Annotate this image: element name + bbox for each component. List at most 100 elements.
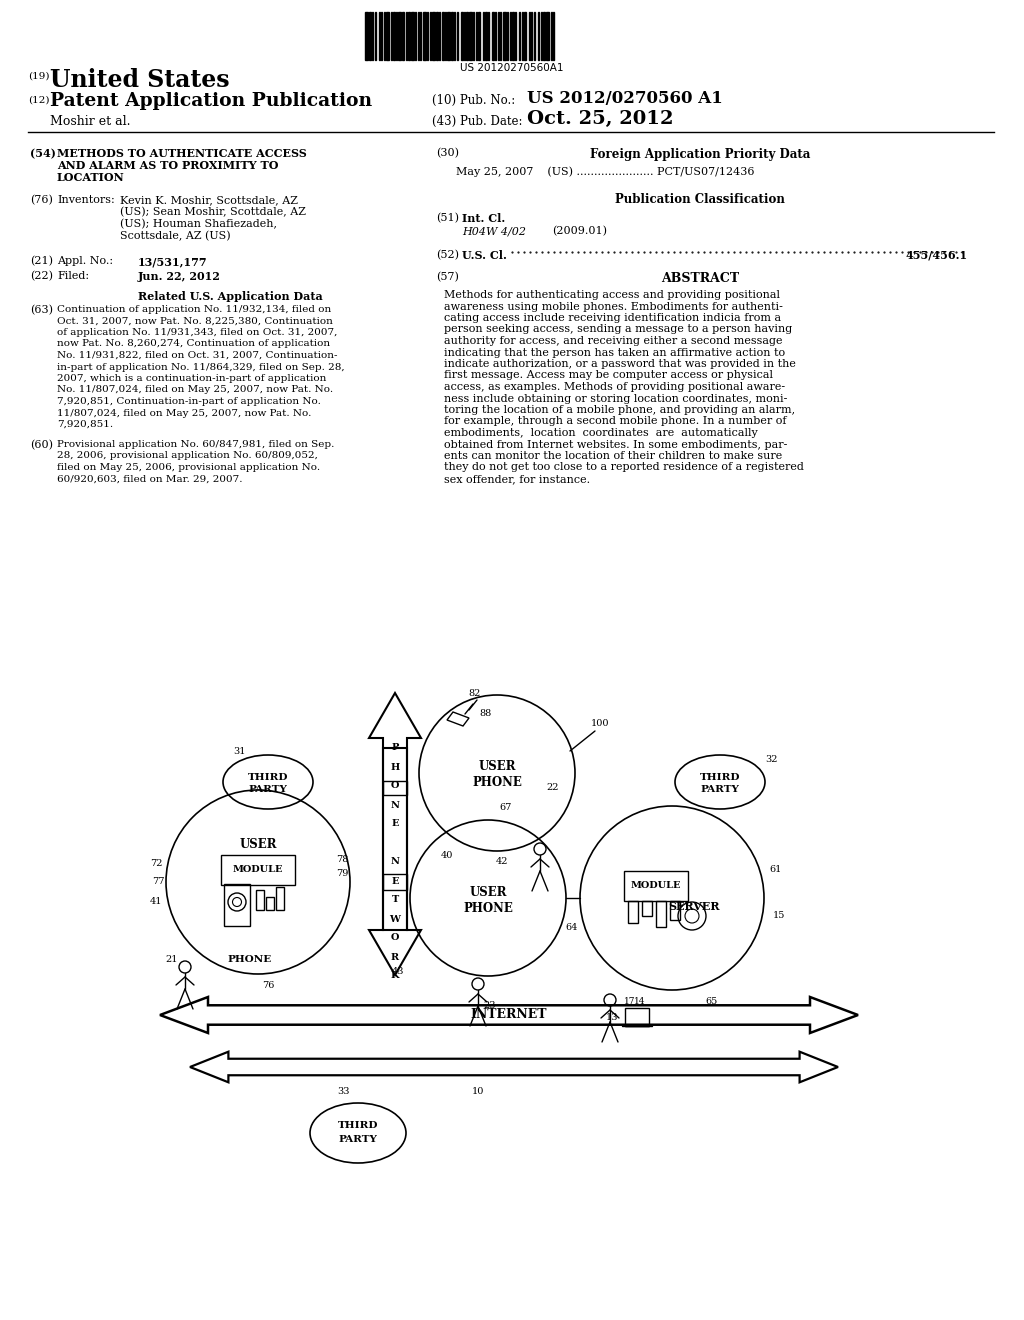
Text: MODULE: MODULE	[631, 882, 681, 891]
Bar	[624, 871, 688, 902]
Text: E: E	[391, 820, 398, 829]
Bar	[466, 12, 468, 59]
Bar	[625, 1008, 649, 1026]
Text: awareness using mobile phones. Embodiments for authenti-: awareness using mobile phones. Embodimen…	[444, 301, 783, 312]
Text: U.S. Cl.: U.S. Cl.	[462, 249, 511, 261]
Bar	[432, 12, 435, 59]
Text: (54): (54)	[30, 148, 56, 158]
Text: MODULE: MODULE	[232, 866, 284, 874]
Text: W: W	[389, 915, 400, 924]
Text: 79: 79	[336, 870, 348, 879]
Text: H04W 4/02: H04W 4/02	[462, 226, 526, 236]
Text: PARTY: PARTY	[339, 1135, 378, 1144]
Text: 43: 43	[392, 966, 404, 975]
Bar	[386, 12, 389, 59]
Text: (US); Sean Moshir, Scottdale, AZ: (US); Sean Moshir, Scottdale, AZ	[120, 207, 306, 218]
Text: embodiments,  location  coordinates  are  automatically: embodiments, location coordinates are au…	[444, 428, 758, 438]
Text: (2009.01): (2009.01)	[552, 226, 607, 236]
Text: 100: 100	[591, 718, 609, 727]
Text: United States: United States	[50, 69, 229, 92]
Text: SERVER: SERVER	[669, 900, 720, 912]
Bar	[266, 898, 274, 909]
Text: ABSTRACT: ABSTRACT	[660, 272, 739, 285]
Text: (63): (63)	[30, 305, 53, 315]
Text: 23: 23	[483, 1002, 497, 1011]
Text: THIRD: THIRD	[338, 1122, 378, 1130]
Text: 61: 61	[770, 866, 782, 874]
Text: (12): (12)	[28, 96, 49, 106]
Text: (30): (30)	[436, 148, 459, 158]
Text: indicate authorization, or a password that was provided in the: indicate authorization, or a password th…	[444, 359, 796, 370]
Text: 21: 21	[166, 956, 178, 965]
Text: 32: 32	[766, 755, 778, 764]
Text: (10) Pub. No.:: (10) Pub. No.:	[432, 94, 515, 107]
Bar	[411, 12, 414, 59]
Bar	[221, 855, 295, 884]
Text: O: O	[391, 933, 399, 942]
Text: Patent Application Publication: Patent Application Publication	[50, 92, 372, 110]
Bar	[642, 902, 652, 916]
Text: they do not get too close to a reported residence of a registered: they do not get too close to a reported …	[444, 462, 804, 473]
Text: (51): (51)	[436, 213, 459, 223]
Text: 10: 10	[472, 1086, 484, 1096]
Text: 31: 31	[233, 747, 246, 756]
Text: N: N	[390, 858, 399, 866]
Text: Oct. 31, 2007, now Pat. No. 8,225,380, Continuation: Oct. 31, 2007, now Pat. No. 8,225,380, C…	[57, 317, 333, 326]
Text: (60): (60)	[30, 440, 53, 450]
Text: 67: 67	[500, 804, 512, 813]
Text: METHODS TO AUTHENTICATE ACCESS: METHODS TO AUTHENTICATE ACCESS	[57, 148, 307, 158]
Text: PARTY: PARTY	[700, 785, 739, 795]
Text: USER: USER	[469, 886, 507, 899]
Text: Appl. No.:: Appl. No.:	[57, 256, 113, 267]
Text: in-part of application No. 11/864,329, filed on Sep. 28,: in-part of application No. 11/864,329, f…	[57, 363, 345, 371]
Bar	[478, 12, 480, 59]
Text: 17: 17	[625, 997, 636, 1006]
Text: May 25, 2007    (US) ...................... PCT/US07/12436: May 25, 2007 (US) ......................…	[456, 166, 755, 177]
Text: first message. Access may be computer access or physical: first message. Access may be computer ac…	[444, 371, 773, 380]
Text: person seeking access, sending a message to a person having: person seeking access, sending a message…	[444, 325, 793, 334]
Text: of application No. 11/931,343, filed on Oct. 31, 2007,: of application No. 11/931,343, filed on …	[57, 327, 337, 337]
Text: 13: 13	[606, 1014, 618, 1023]
Text: 41: 41	[150, 898, 162, 907]
Text: filed on May 25, 2006, provisional application No.: filed on May 25, 2006, provisional appli…	[57, 463, 321, 473]
Text: Related U.S. Application Data: Related U.S. Application Data	[137, 290, 323, 302]
Text: (19): (19)	[28, 73, 49, 81]
Text: for example, through a second mobile phone. In a number of: for example, through a second mobile pho…	[444, 417, 786, 426]
Bar	[365, 12, 368, 59]
Text: 14: 14	[634, 997, 646, 1006]
Bar	[276, 887, 284, 909]
Text: THIRD: THIRD	[699, 772, 740, 781]
Text: Provisional application No. 60/847,981, filed on Sep.: Provisional application No. 60/847,981, …	[57, 440, 335, 449]
Text: Publication Classification: Publication Classification	[615, 193, 785, 206]
Text: R: R	[391, 953, 399, 961]
Bar	[461, 12, 463, 59]
Bar	[383, 781, 407, 795]
Text: 40: 40	[440, 850, 454, 859]
Bar	[256, 890, 264, 909]
Bar	[469, 12, 472, 59]
Text: N: N	[390, 800, 399, 809]
Text: PHONE: PHONE	[463, 902, 513, 915]
Text: Methods for authenticating access and providing positional: Methods for authenticating access and pr…	[444, 290, 780, 300]
Text: (52): (52)	[436, 249, 459, 260]
Bar	[628, 902, 638, 923]
Text: O: O	[391, 781, 399, 791]
Text: T: T	[391, 895, 398, 904]
Bar	[398, 12, 401, 59]
Bar	[670, 902, 680, 920]
Text: 65: 65	[706, 998, 718, 1006]
Text: No. 11/931,822, filed on Oct. 31, 2007, Continuation-: No. 11/931,822, filed on Oct. 31, 2007, …	[57, 351, 338, 360]
Text: Jun. 22, 2012: Jun. 22, 2012	[138, 271, 221, 282]
Text: E: E	[391, 876, 398, 886]
Text: US 2012/0270560 A1: US 2012/0270560 A1	[527, 90, 723, 107]
Text: 77: 77	[152, 878, 164, 887]
Text: Inventors:: Inventors:	[57, 195, 115, 205]
Text: Kevin K. Moshir, Scottsdale, AZ: Kevin K. Moshir, Scottsdale, AZ	[120, 195, 298, 205]
Text: No. 11/807,024, filed on May 25, 2007, now Pat. No.: No. 11/807,024, filed on May 25, 2007, n…	[57, 385, 333, 395]
Text: 82: 82	[469, 689, 481, 698]
Text: P: P	[391, 743, 398, 752]
Bar	[224, 884, 250, 927]
Text: USER: USER	[478, 760, 516, 774]
Text: LOCATION: LOCATION	[57, 172, 125, 183]
Text: US 20120270560A1: US 20120270560A1	[460, 63, 564, 73]
